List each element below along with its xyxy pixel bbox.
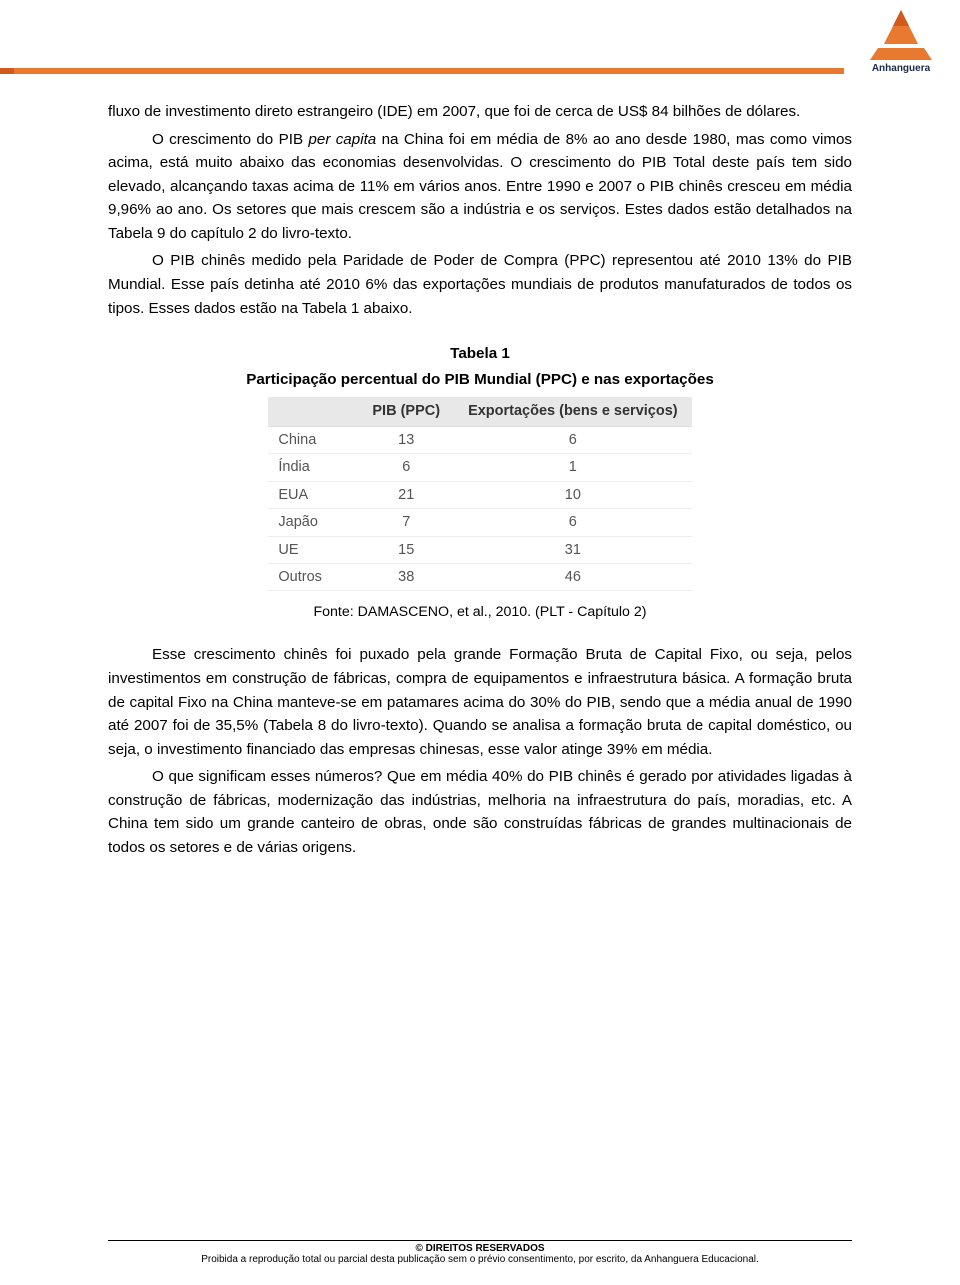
paragraph-1: fluxo de investimento direto estrangeiro…: [108, 100, 852, 124]
table-cell: Índia: [268, 454, 358, 481]
table-cell: Outros: [268, 564, 358, 591]
paragraph-2-italic: per capita: [308, 131, 376, 148]
table-cell: 21: [358, 481, 454, 508]
table-cell: EUA: [268, 481, 358, 508]
paragraph-5-text: O que significam esses números? Que em m…: [108, 768, 852, 856]
page-footer: © DIREITOS RESERVADOS Proibida a reprodu…: [0, 1240, 960, 1265]
table-title: Tabela 1: [108, 342, 852, 366]
table-cell: China: [268, 426, 358, 453]
table-cell: 6: [358, 454, 454, 481]
table-row: China136: [268, 426, 691, 453]
table-cell: 1: [454, 454, 692, 481]
table-row: Outros3846: [268, 564, 691, 591]
table-row: Índia61: [268, 454, 691, 481]
paragraph-4-text: Esse crescimento chinês foi puxado pela …: [108, 646, 852, 757]
table-cell: 38: [358, 564, 454, 591]
table-row: UE1531: [268, 536, 691, 563]
table-source: Fonte: DAMASCENO, et al., 2010. (PLT - C…: [108, 601, 852, 623]
data-table: PIB (PPC) Exportações (bens e serviços) …: [268, 397, 691, 591]
paragraph-4: Esse crescimento chinês foi puxado pela …: [108, 643, 852, 761]
paragraph-2-a: O crescimento do PIB: [152, 131, 308, 148]
table-col-2: Exportações (bens e serviços): [454, 397, 692, 426]
table-col-1: PIB (PPC): [358, 397, 454, 426]
table-cell: UE: [268, 536, 358, 563]
header-accent-line: [0, 68, 844, 74]
table-cell: 10: [454, 481, 692, 508]
footer-rights: © DIREITOS RESERVADOS: [0, 1243, 960, 1254]
table-cell: 15: [358, 536, 454, 563]
paragraph-3: O PIB chinês medido pela Paridade de Pod…: [108, 249, 852, 320]
table-subtitle: Participação percentual do PIB Mundial (…: [108, 368, 852, 392]
footer-copyright: Proibida a reprodução total ou parcial d…: [0, 1254, 960, 1265]
table-cell: 31: [454, 536, 692, 563]
table-row: Japão76: [268, 509, 691, 536]
table-1-block: Tabela 1 Participação percentual do PIB …: [108, 342, 852, 623]
paragraph-2: O crescimento do PIB per capita na China…: [108, 128, 852, 246]
table-cell: 6: [454, 426, 692, 453]
table-cell: Japão: [268, 509, 358, 536]
paragraph-3-text: O PIB chinês medido pela Paridade de Pod…: [108, 252, 852, 316]
paragraph-5: O que significam esses números? Que em m…: [108, 765, 852, 859]
table-cell: 46: [454, 564, 692, 591]
brand-logo: Anhanguera: [860, 8, 942, 73]
table-cell: 6: [454, 509, 692, 536]
brand-name-text: Anhanguera: [872, 63, 931, 73]
footer-divider: [108, 1240, 852, 1241]
table-col-0: [268, 397, 358, 426]
table-row: EUA2110: [268, 481, 691, 508]
table-cell: 7: [358, 509, 454, 536]
table-header-row: PIB (PPC) Exportações (bens e serviços): [268, 397, 691, 426]
table-cell: 13: [358, 426, 454, 453]
document-body: fluxo de investimento direto estrangeiro…: [108, 100, 852, 864]
page-header: Anhanguera: [0, 0, 960, 85]
